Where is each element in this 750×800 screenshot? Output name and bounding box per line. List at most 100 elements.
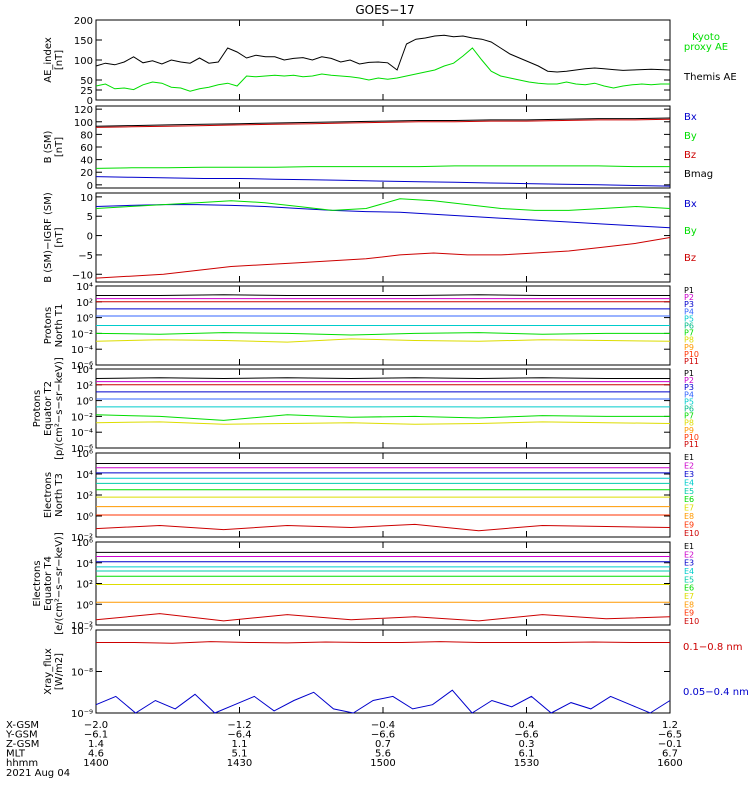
axis-row-value: 0.3 bbox=[519, 739, 535, 750]
legend-entry: 0.1−0.8 nm bbox=[683, 642, 742, 653]
legend-entry: P8 bbox=[684, 336, 694, 345]
y-tick-label: −10 bbox=[72, 270, 93, 281]
series-line-10 bbox=[95, 523, 671, 532]
y-tick-label: 10⁰ bbox=[76, 397, 93, 408]
series-line-1 bbox=[95, 377, 670, 380]
axis-row-label: X-GSM bbox=[6, 720, 39, 731]
series-line-2 bbox=[95, 118, 671, 128]
legend-entry: E2 bbox=[684, 550, 694, 559]
y-axis-label: Protons bbox=[32, 390, 43, 427]
y-tick-label: 10⁻⁹ bbox=[71, 709, 93, 720]
y-axis-label: North T1 bbox=[54, 304, 65, 348]
axis-row-value: −6.1 bbox=[84, 730, 108, 741]
panel-frame bbox=[95, 105, 671, 189]
y-axis-label: Electrons bbox=[32, 560, 43, 606]
y-tick-label: 200 bbox=[74, 16, 93, 27]
legend-entry: P10 bbox=[684, 433, 699, 442]
y-axis-label: Xray_flux bbox=[43, 648, 54, 695]
axis-row-value: 1500 bbox=[370, 758, 395, 769]
legend-entry: E5 bbox=[684, 487, 694, 496]
legend-entry: Bz bbox=[684, 150, 696, 161]
legend-entry: E10 bbox=[684, 617, 699, 626]
legend-entry: P10 bbox=[684, 350, 699, 359]
legend-entry: Bmag bbox=[684, 169, 713, 180]
legend-entry: Kyoto bbox=[692, 32, 720, 43]
series-line-8 bbox=[95, 338, 671, 343]
y-tick-label: 100 bbox=[74, 118, 93, 129]
y-tick-label: 50 bbox=[80, 76, 93, 87]
legend-entry: E9 bbox=[684, 609, 694, 618]
legend-entry: P2 bbox=[684, 376, 694, 385]
axis-row-value: 1.4 bbox=[88, 739, 104, 750]
y-tick-label: 10⁻⁸ bbox=[71, 668, 93, 679]
y-tick-label: 10² bbox=[76, 381, 93, 392]
y-tick-label: 0 bbox=[87, 181, 93, 192]
panel-3: −10 −5 0 5 10 B (SM)−IGRF (SM) [nT] Bx By Bz bbox=[43, 192, 697, 283]
y-tick-label: 10⁻² bbox=[71, 621, 93, 632]
y-tick-label: 10² bbox=[76, 580, 93, 591]
axis-row-label: Y-GSM bbox=[5, 730, 38, 741]
y-tick-label: 10⁻⁴ bbox=[71, 428, 93, 439]
legend-entry: P6 bbox=[684, 322, 694, 331]
legend-entry: E9 bbox=[684, 521, 694, 530]
y-tick-label: 10² bbox=[76, 491, 93, 502]
y-tick-label: 0 bbox=[87, 232, 93, 243]
y-tick-label: 120 bbox=[74, 105, 93, 116]
y-axis-label: North T3 bbox=[54, 473, 65, 517]
y-tick-label: 10⁰ bbox=[76, 314, 93, 325]
legend-entry: P4 bbox=[684, 390, 694, 399]
y-tick-label: 150 bbox=[74, 36, 93, 47]
time-axis-table: X-GSM −2.0 −1.2 −0.4 0.4 1.2 Y-GSM −6.1 −6.4 −6.6… bbox=[5, 720, 683, 779]
legend-entry: E3 bbox=[684, 559, 694, 568]
axis-row-value: 0.7 bbox=[375, 739, 391, 750]
legend-entry: 0.05−0.4 nm bbox=[683, 687, 749, 698]
legend-entry: Themis AE bbox=[683, 72, 737, 83]
axis-row-value: 1400 bbox=[83, 758, 108, 769]
panel-frame bbox=[95, 368, 671, 449]
y-axis-label: Equator T4 bbox=[43, 556, 54, 611]
y-axis-label: [nT] bbox=[54, 227, 65, 247]
y-tick-label: 10⁴ bbox=[76, 282, 93, 293]
y-tick-label: 10⁶ bbox=[76, 538, 93, 549]
legend-entry: E8 bbox=[684, 600, 694, 609]
axis-row-value: 6.7 bbox=[662, 749, 678, 760]
legend-entry: P5 bbox=[684, 314, 694, 323]
legend-entry: P7 bbox=[684, 412, 694, 421]
date-label: 2021 Aug 04 bbox=[6, 768, 70, 779]
legend-entry: P8 bbox=[684, 419, 694, 428]
y-axis-label: Electrons bbox=[43, 472, 54, 518]
series-line-7 bbox=[95, 414, 670, 421]
legend-entry: P11 bbox=[684, 440, 699, 449]
legend-entry: E1 bbox=[684, 453, 694, 462]
legend-entry: E2 bbox=[684, 461, 694, 470]
legend-entry: Bx bbox=[684, 199, 697, 210]
y-axis-label: [nT] bbox=[54, 137, 65, 157]
legend-entry: E8 bbox=[684, 512, 694, 521]
panel-frame bbox=[95, 452, 671, 538]
y-tick-label: −5 bbox=[78, 251, 93, 262]
axis-row-value: 5.1 bbox=[232, 749, 248, 760]
y-tick-label: 20 bbox=[80, 168, 93, 179]
axis-row-value: 1430 bbox=[227, 758, 252, 769]
series-line-3 bbox=[95, 165, 670, 169]
legend-entry: Bz bbox=[684, 253, 696, 264]
legend-entry: E4 bbox=[684, 567, 694, 576]
legend-entry: Bx bbox=[684, 112, 697, 123]
y-tick-label: 25 bbox=[80, 86, 93, 97]
y-tick-label: 0 bbox=[87, 96, 93, 107]
panel-7: 10⁻² 10⁰ 10² 10⁴ 10⁶ Electrons Equator T4 [e/(c… bbox=[32, 532, 699, 635]
y-tick-label: 10⁻⁷ bbox=[71, 626, 93, 637]
legend-entry: P4 bbox=[684, 307, 694, 316]
y-axis-label: [p/(cm²−s−sr−keV)] bbox=[54, 357, 65, 460]
y-tick-label: 10 bbox=[80, 193, 93, 204]
legend-entry: By bbox=[684, 131, 697, 142]
series-line-2 bbox=[95, 689, 671, 714]
y-axis-label: B (SM) bbox=[43, 130, 54, 163]
axis-row-label: hhmm bbox=[6, 758, 38, 769]
y-tick-label: 40 bbox=[80, 156, 93, 167]
legend-entry: E6 bbox=[684, 584, 694, 593]
series-line-1 bbox=[96, 294, 670, 296]
